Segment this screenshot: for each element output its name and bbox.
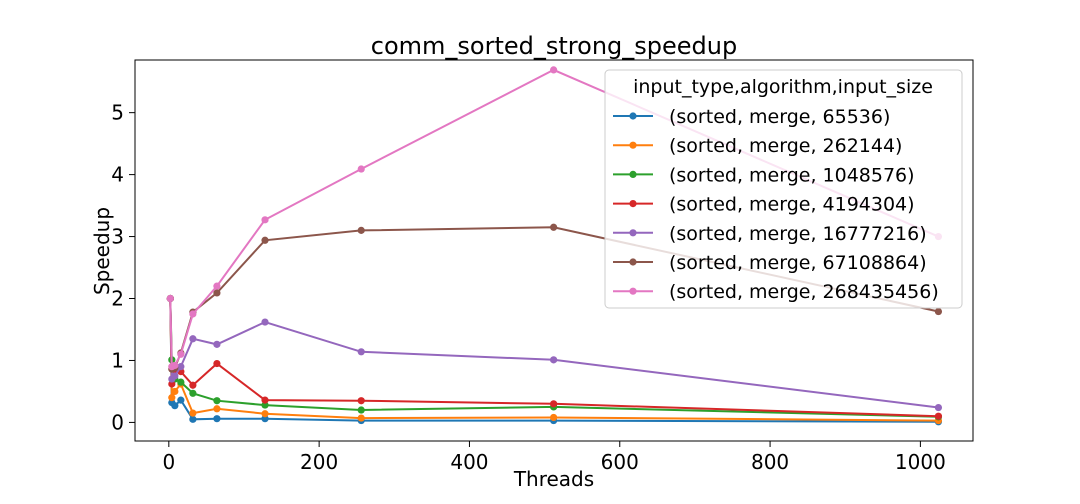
x-tick-label: 200: [300, 450, 338, 474]
data-point: [171, 387, 179, 396]
legend-entry-1: (sorted, merge, 262144): [613, 135, 902, 157]
y-tick-label: 3: [111, 225, 124, 249]
legend-label: (sorted, merge, 16777216): [669, 223, 927, 245]
y-axis-label: Speedup: [90, 207, 114, 295]
data-point: [357, 348, 365, 356]
x-tick-label: 800: [751, 450, 789, 474]
series-lines: [166, 66, 943, 426]
x-tick-label: 600: [601, 450, 639, 474]
legend-label: (sorted, merge, 67108864): [669, 252, 927, 274]
legend-items: (sorted, merge, 65536) (sorted, merge, 26…: [613, 106, 939, 303]
data-point: [261, 415, 269, 423]
legend-label: (sorted, merge, 1048576): [669, 164, 915, 186]
data-point: [171, 402, 179, 410]
legend-swatch-marker: [629, 170, 637, 178]
data-point: [177, 350, 185, 358]
data-point: [261, 318, 269, 326]
x-tick-label: 400: [450, 450, 488, 474]
plot-area: [134, 59, 974, 442]
data-point: [261, 401, 269, 409]
axis-ticks: 0 200 400 600 800 1000 0 1 2 3 4 5: [111, 101, 946, 474]
data-point: [550, 66, 558, 74]
y-tick-label: 5: [111, 101, 124, 125]
data-point: [550, 400, 558, 408]
y-tick-label: 2: [111, 287, 124, 311]
data-point: [213, 397, 221, 405]
legend: input_type,algorithm,input_size (sorted,…: [604, 69, 963, 309]
y-tick-label: 1: [111, 348, 124, 372]
x-tick-label: 1000: [895, 450, 946, 474]
legend-swatch-marker: [629, 141, 637, 149]
data-point: [171, 372, 179, 380]
data-point: [189, 409, 197, 417]
y-tick-label: 0: [111, 410, 124, 434]
series-4: [166, 294, 943, 412]
legend-label: (sorted, merge, 4194304): [669, 194, 915, 216]
data-point: [177, 396, 185, 404]
legend-entry-0: (sorted, merge, 65536): [613, 106, 890, 128]
data-point: [189, 389, 197, 397]
data-point: [213, 340, 221, 348]
series-line: [169, 298, 939, 409]
legend-swatch-marker: [629, 112, 637, 120]
data-point: [550, 413, 558, 422]
data-point: [213, 359, 221, 368]
data-point: [213, 405, 221, 413]
legend-label: (sorted, merge, 268435456): [669, 281, 939, 303]
legend-swatch-marker: [629, 200, 637, 208]
data-point: [261, 396, 269, 404]
data-point: [934, 412, 943, 420]
data-point: [213, 415, 221, 423]
legend-label: (sorted, merge, 65536): [669, 106, 890, 128]
legend-swatch-marker: [629, 229, 637, 237]
legend-entry-4: (sorted, merge, 16777216): [613, 223, 927, 245]
data-point: [357, 226, 365, 234]
data-point: [177, 363, 185, 371]
data-point: [261, 216, 269, 224]
data-point: [171, 361, 179, 370]
data-point: [189, 310, 197, 318]
data-point: [357, 406, 365, 414]
y-tick-label: 4: [111, 163, 124, 187]
x-tick-label: 0: [162, 450, 175, 474]
data-point: [189, 415, 197, 423]
data-point: [550, 356, 558, 364]
legend-swatch-marker: [629, 258, 637, 266]
data-point: [934, 403, 943, 412]
legend-box: [604, 69, 963, 309]
legend-entry-3: (sorted, merge, 4194304): [613, 194, 915, 216]
data-point: [168, 380, 176, 388]
data-point: [177, 378, 185, 386]
data-point: [213, 282, 221, 290]
legend-label: (sorted, merge, 262144): [669, 135, 902, 157]
data-point: [357, 165, 365, 173]
legend-entry-6: (sorted, merge, 268435456): [613, 281, 939, 303]
data-point: [189, 335, 197, 343]
legend-entry-2: (sorted, merge, 1048576): [613, 164, 915, 186]
data-point: [189, 381, 197, 389]
legend-title: input_type,algorithm,input_size: [633, 76, 933, 98]
data-point: [934, 307, 943, 316]
data-point: [168, 394, 176, 402]
data-point: [166, 294, 174, 303]
data-point: [357, 414, 365, 422]
data-point: [357, 397, 365, 405]
data-point: [261, 236, 269, 244]
legend-swatch-marker: [629, 287, 637, 295]
chart-title: comm_sorted_strong_speedup: [371, 32, 737, 60]
data-point: [550, 223, 558, 231]
x-axis-label: Threads: [513, 467, 594, 491]
legend-entry-5: (sorted, merge, 67108864): [613, 252, 927, 274]
data-point: [213, 289, 221, 297]
data-point: [261, 410, 269, 418]
